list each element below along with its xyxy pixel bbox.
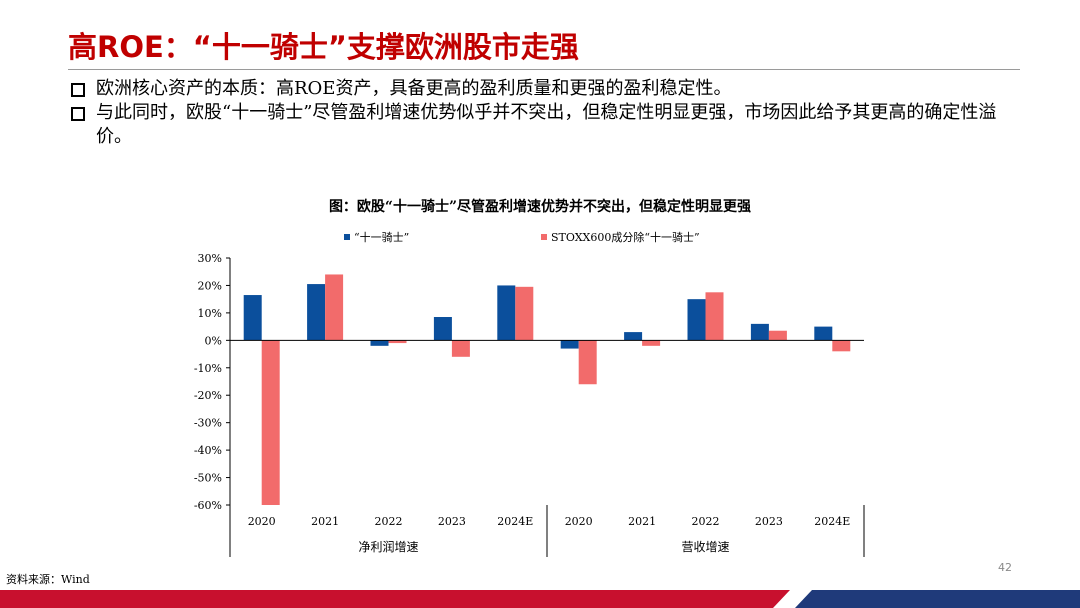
footer-red-band: [0, 590, 790, 608]
y-tick-label: -50%: [194, 472, 222, 485]
source-note: 资料来源：Wind: [6, 573, 90, 586]
y-tick-label: -10%: [194, 362, 222, 375]
x-tick-label: 2021: [311, 515, 339, 528]
bar: [624, 332, 643, 341]
y-tick-label: -20%: [194, 389, 222, 402]
legend-label: “十一骑士”: [354, 230, 409, 244]
bullet-list: 欧洲核心资产的本质：高ROE资产，具备更高的盈利质量和更强的盈利稳定性。 与此同…: [70, 77, 1015, 149]
bar: [687, 299, 706, 341]
y-tick-label: 10%: [198, 307, 222, 320]
bar: [325, 274, 344, 341]
bar: [497, 285, 516, 341]
group-label: 净利润增速: [358, 540, 418, 554]
legend-swatch: [344, 234, 350, 240]
page-number: 42: [998, 561, 1012, 574]
x-tick-label: 2023: [438, 515, 466, 528]
y-tick-label: -40%: [194, 444, 222, 457]
y-tick-label: -30%: [194, 417, 222, 430]
chart-title: 图：欧股“十一骑士”尽管盈利增速优势并不突出，但稳定性明显更强: [328, 199, 752, 215]
bar: [642, 340, 661, 346]
bar: [433, 317, 452, 341]
x-tick-label: 2022: [692, 515, 720, 528]
x-tick-label: 2024E: [497, 515, 533, 528]
slide-title: 高ROE：“十一骑士”支撑欧洲股市走强: [68, 30, 579, 64]
bar: [515, 286, 534, 341]
group-label: 营收增速: [681, 540, 729, 554]
x-tick-label: 2020: [565, 515, 593, 528]
bar: [578, 340, 597, 385]
x-tick-label: 2024E: [814, 515, 850, 528]
x-tick-label: 2023: [755, 515, 783, 528]
square-bullet-icon: [71, 107, 85, 121]
title-divider: [68, 69, 1020, 70]
bar: [768, 330, 787, 341]
y-tick-label: -60%: [194, 499, 222, 512]
bullet-item: 与此同时，欧股“十一骑士”尽管盈利增速优势似乎并不突出，但稳定性明显更强，市场因…: [70, 101, 1015, 149]
footer-blue-band: [795, 590, 1080, 608]
x-tick-label: 2021: [628, 515, 656, 528]
bullet-item: 欧洲核心资产的本质：高ROE资产，具备更高的盈利质量和更强的盈利稳定性。: [70, 77, 1015, 101]
bar: [750, 323, 769, 341]
bar: [243, 295, 262, 341]
bar: [814, 326, 833, 341]
x-tick-label: 2022: [375, 515, 403, 528]
legend-label: STOXX600成分除“十一骑士”: [551, 230, 700, 244]
bullet-text: 欧洲核心资产的本质：高ROE资产，具备更高的盈利质量和更强的盈利稳定性。: [96, 78, 732, 99]
bar: [261, 340, 280, 505]
square-bullet-icon: [71, 83, 85, 97]
bar: [560, 340, 579, 349]
footer-band: [0, 590, 1080, 608]
footer-stripe: [773, 590, 812, 608]
bar: [370, 340, 389, 346]
y-tick-label: 0%: [205, 334, 222, 347]
y-tick-label: 20%: [198, 279, 222, 292]
bar: [307, 284, 326, 341]
x-tick-label: 2020: [248, 515, 276, 528]
bar: [388, 340, 407, 344]
bullet-text: 与此同时，欧股“十一骑士”尽管盈利增速优势似乎并不突出，但稳定性明显更强，市场因…: [96, 102, 997, 147]
bar: [451, 340, 470, 357]
bar: [832, 340, 851, 352]
y-tick-label: 30%: [198, 252, 222, 265]
legend-swatch: [541, 234, 547, 240]
bar: [705, 292, 724, 341]
